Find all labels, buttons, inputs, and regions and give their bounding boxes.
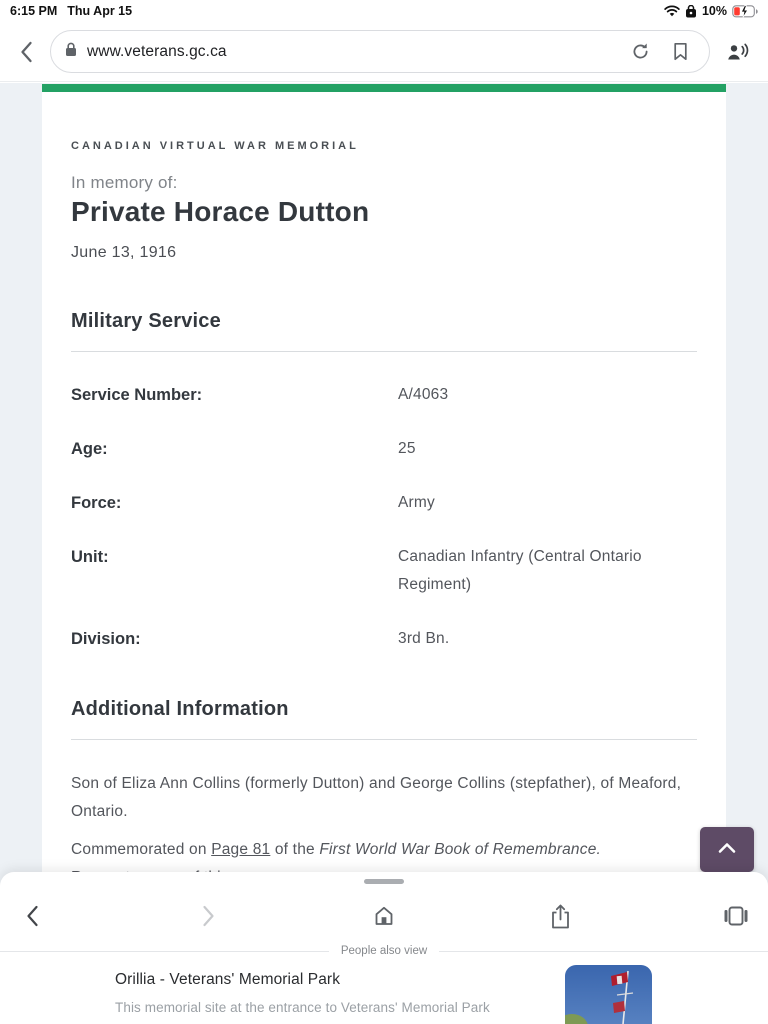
table-row: Age: 25 <box>71 435 697 463</box>
commemoration-middle: of the <box>270 841 320 858</box>
additional-information-heading: Additional Information <box>71 698 289 720</box>
suggestion-description: This memorial site at the entrance to Ve… <box>115 1000 490 1015</box>
browser-toolbar: www.veterans.gc.ca <box>0 22 768 82</box>
military-service-heading: Military Service <box>71 310 221 332</box>
suggestion-card[interactable]: Orillia - Veterans' Memorial Park This m… <box>0 965 768 1024</box>
row-value: Canadian Infantry (Central Ontario Regim… <box>398 548 642 593</box>
row-label: Force: <box>71 494 122 512</box>
row-value: A/4063 <box>398 386 449 403</box>
row-value: 3rd Bn. <box>398 630 450 647</box>
browser-back-button[interactable] <box>12 34 40 70</box>
table-row: Unit: Canadian Infantry (Central Ontario… <box>71 543 697 599</box>
row-label: Age: <box>71 440 108 458</box>
military-service-table: Service Number: A/4063 Age: 25 Force: Ar… <box>71 381 697 653</box>
orientation-lock-icon <box>685 4 697 18</box>
url-text[interactable]: www.veterans.gc.ca <box>87 42 227 60</box>
page-81-link[interactable]: Page 81 <box>211 841 271 858</box>
row-label: Division: <box>71 630 141 648</box>
row-value: Army <box>398 494 435 511</box>
divider-line <box>0 950 329 952</box>
section-divider <box>71 739 697 740</box>
read-aloud-button[interactable] <box>720 34 756 70</box>
address-bar[interactable]: www.veterans.gc.ca <box>50 30 710 73</box>
commemoration-prefix: Commemorated on <box>71 841 212 858</box>
bookmark-button[interactable] <box>665 37 695 67</box>
nav-forward-button[interactable] <box>192 900 224 932</box>
divider-line <box>439 950 768 952</box>
green-accent-bar <box>42 84 726 92</box>
memorial-card: CANADIAN VIRTUAL WAR MEMORIAL In memory … <box>42 84 726 1024</box>
battery-icon <box>732 4 758 18</box>
wifi-icon <box>664 5 680 17</box>
suggestion-thumbnail[interactable] <box>565 965 652 1024</box>
table-row: Force: Army <box>71 489 697 517</box>
row-label: Unit: <box>71 548 109 566</box>
sheet-drag-handle[interactable] <box>364 879 404 884</box>
memory-label: In memory of: <box>71 173 178 192</box>
back-to-top-button[interactable] <box>700 827 754 872</box>
page-title: Private Horace Dutton <box>71 196 370 227</box>
row-label: Service Number: <box>71 386 203 404</box>
table-row: Division: 3rd Bn. <box>71 625 697 653</box>
reload-button[interactable] <box>625 37 655 67</box>
web-content: CANADIAN VIRTUAL WAR MEMORIAL In memory … <box>0 83 768 1024</box>
section-divider <box>71 351 697 352</box>
bottom-sheet: People also view Orillia - Veterans' Mem… <box>0 872 768 1024</box>
clock: 6:15 PM <box>10 4 58 18</box>
row-value: 25 <box>398 440 416 457</box>
home-button[interactable] <box>368 900 400 932</box>
death-date: June 13, 1916 <box>71 244 177 261</box>
book-title: First World War Book of Remembrance. <box>319 841 602 858</box>
site-eyebrow: CANADIAN VIRTUAL WAR MEMORIAL <box>71 140 359 152</box>
share-button[interactable] <box>544 900 576 932</box>
chevron-up-icon <box>717 842 737 857</box>
status-date: Thu Apr 15 <box>67 4 133 18</box>
people-also-view-divider: People also view <box>0 945 768 957</box>
status-bar: 6:15 PM Thu Apr 15 10% <box>0 0 768 22</box>
tab-switcher-button[interactable] <box>720 900 752 932</box>
family-paragraph: Son of Eliza Ann Collins (formerly Dutto… <box>71 775 682 820</box>
battery-percent: 10% <box>701 4 727 18</box>
suggestion-title[interactable]: Orillia - Veterans' Memorial Park <box>115 971 341 988</box>
people-also-view-label: People also view <box>340 945 428 957</box>
lock-icon <box>65 42 77 62</box>
table-row: Service Number: A/4063 <box>71 381 697 409</box>
nav-back-button[interactable] <box>16 900 48 932</box>
bottom-nav-bar <box>0 896 768 936</box>
